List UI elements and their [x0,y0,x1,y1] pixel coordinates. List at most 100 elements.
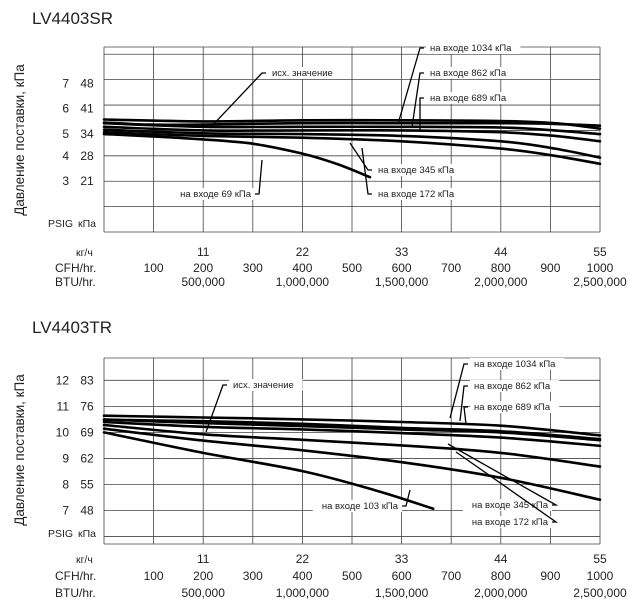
annotation-bg [171,188,255,200]
x-tick-label: 22 [296,552,310,566]
annotation-leader [209,72,266,129]
x-tick-label: 1,500,000 [375,275,429,289]
x-tick-label: 300 [243,261,263,275]
chart-lv4403sr: LV4403SR Давление поставки, кПа 3 21 4 28 5 34 6… [12,9,627,289]
y-unit-psig: PSIG [48,218,73,230]
x-tick-label: 200 [193,569,213,583]
series-line-3 [102,420,602,448]
y-tick-kpa: 76 [80,399,94,413]
annotation-label: на входе 862 кПа [430,68,507,79]
annotation-leader [419,97,424,130]
annotation-leader [402,489,411,507]
annotation-label: на входе 69 кПа [180,189,252,200]
chart-title: LV4403TR [32,318,112,337]
annotation-bg [470,380,560,392]
y-axis-label: Давление поставки, кПа [12,64,27,216]
x-axis-label-0: кг/ч [76,247,93,259]
annotation-leader [205,384,227,433]
y-tick-kpa: 83 [80,373,94,387]
series-line-6 [102,431,435,510]
x-axis-label-1: CFH/hr. [55,261,96,275]
x-tick-label: 2,500,000 [573,275,627,289]
x-tick-label: 1,500,000 [375,586,429,600]
series-line-1 [102,414,602,437]
x-tick-label: 500 [342,261,362,275]
annotation-bg [426,67,516,79]
annotation-bg [374,188,464,200]
y-axis-label: Давление поставки, кПа [12,374,27,526]
x-tick-label: 44 [494,552,508,566]
series-line-3 [102,125,602,143]
annotation-leader [411,72,424,128]
series-line-6 [102,132,372,179]
annotation-leader [459,385,468,422]
x-tick-label: 2,000,000 [474,275,528,289]
x-tick-label: 800 [491,569,511,583]
annotation-bg [374,164,464,176]
y-unit-psig: PSIG [48,528,73,540]
annotation-bg [470,358,565,370]
x-tick-label: 800 [491,261,511,275]
annotation-label: на входе 172 кПа [472,517,549,528]
series-line-1 [102,118,602,130]
annotations: исх. значение на входе 1034 кПа на входе 8… [205,358,565,528]
series-line-4 [102,128,602,159]
annotation-leader [447,443,559,506]
x-tick-label: 1000 [587,261,614,275]
annotation-leader [455,451,559,523]
annotation-label: на входе 103 кПа [322,501,399,512]
series-line-5 [102,427,602,501]
x-tick-label: 11 [197,245,210,259]
y-tick-psig: 6 [62,102,69,116]
annotation-leader [463,406,468,425]
annotations: исх. значение на входе 1034 кПа на входе 8… [171,42,521,200]
x-axis-label-2: BTU/hr. [55,586,96,600]
x-tick-label: 400 [292,569,312,583]
x-tick-label: 500,000 [182,275,226,289]
y-tick-psig: 7 [62,504,69,518]
y-tick-kpa: 55 [80,477,94,491]
annotation-leader [255,159,263,195]
x-tick-label: 1,000,000 [276,275,330,289]
y-tick-kpa: 28 [80,149,94,163]
x-tick-label: 22 [296,245,310,259]
annotation-label: на входе 1034 кПа [430,43,512,54]
x-tick-label: 100 [144,261,164,275]
annotation-label: исх. значение [272,68,333,79]
x-tick-label: 400 [292,261,312,275]
annotation-bg [462,516,552,528]
y-tick-psig: 9 [62,451,69,465]
annotation-leader [349,142,372,171]
x-tick-label: 55 [593,245,607,259]
annotation-label: на входе 345 кПа [378,165,455,176]
series-group [102,414,602,510]
y-tick-psig: 3 [62,174,69,188]
annotation-bg [462,499,552,511]
annotation-bg [312,500,402,512]
x-tick-label: 900 [540,569,560,583]
x-axis-label-2: BTU/hr. [55,275,96,289]
annotation-label: на входе 345 кПа [472,500,549,511]
annotation-label: исх. значение [233,380,294,391]
x-tick-label: 55 [593,552,607,566]
annotation-bg [426,42,521,54]
series-group [102,118,602,179]
series-line-2 [102,121,602,136]
annotation-bg [229,379,303,391]
annotation-label: на входе 689 кПа [474,402,551,413]
x-tick-label: 2,500,000 [573,586,627,600]
y-tick-psig: 5 [62,127,69,141]
series-line-4 [102,423,602,468]
y-tick-kpa: 62 [80,451,94,465]
x-tick-label: 900 [540,261,560,275]
y-tick-kpa: 41 [80,102,94,116]
annotation-bg [470,401,560,413]
x-tick-label: 500 [342,569,362,583]
y-tick-psig: 7 [62,76,69,90]
chart-title: LV4403SR [32,9,113,28]
y-tick-psig: 11 [57,399,70,413]
annotation-leader [397,47,424,125]
y-tick-kpa: 69 [80,425,94,439]
y-unit-kpa: кПа [78,528,96,540]
